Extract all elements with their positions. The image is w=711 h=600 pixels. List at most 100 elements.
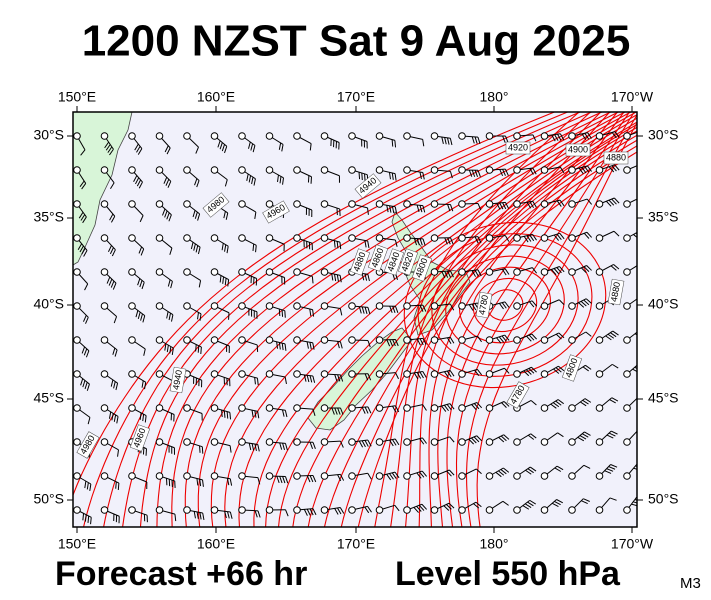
barb-station bbox=[320, 132, 329, 140]
barb-feather bbox=[278, 142, 282, 150]
barb-feather bbox=[367, 207, 369, 215]
barb-feather bbox=[608, 166, 615, 173]
barb-feather bbox=[613, 230, 620, 237]
barb-feather bbox=[309, 342, 312, 350]
barb-station bbox=[73, 302, 81, 310]
barb-station bbox=[348, 404, 356, 412]
barb-feather bbox=[253, 178, 256, 186]
barb-station bbox=[430, 438, 439, 446]
barb-feather bbox=[449, 138, 453, 146]
barb-feather bbox=[558, 365, 565, 372]
barb-feather bbox=[584, 132, 590, 140]
barb-feather bbox=[140, 248, 145, 256]
lon-label-top: 170°E bbox=[337, 89, 375, 105]
barb-station bbox=[431, 541, 438, 548]
barb-feather bbox=[367, 307, 371, 315]
barb-feather bbox=[197, 213, 201, 221]
barb-feather bbox=[337, 507, 342, 515]
barb-feather bbox=[581, 133, 587, 140]
barb-feather bbox=[139, 280, 143, 288]
barb-feather bbox=[257, 411, 260, 419]
contour-label-box bbox=[607, 278, 625, 306]
barb-feather bbox=[87, 417, 91, 425]
barb-feather bbox=[367, 406, 372, 414]
barb-feather bbox=[446, 404, 452, 411]
barb-feather bbox=[306, 341, 309, 349]
barb-feather bbox=[169, 346, 172, 354]
barb-station bbox=[375, 438, 384, 446]
barb-station bbox=[595, 302, 604, 310]
barb-station bbox=[595, 472, 604, 480]
barb-feather bbox=[395, 539, 400, 544]
barb-feather bbox=[471, 270, 476, 277]
lon-label-bottom: 150°E bbox=[58, 536, 96, 552]
barb-station bbox=[100, 234, 109, 242]
barb-feather bbox=[331, 407, 335, 415]
barb-feather bbox=[500, 435, 507, 442]
barb-feather bbox=[582, 366, 589, 372]
barb-station bbox=[73, 472, 81, 480]
barb-station bbox=[540, 268, 549, 276]
barb-feather bbox=[339, 474, 345, 481]
barb-station bbox=[348, 166, 356, 174]
barb-station bbox=[73, 438, 81, 446]
barb-feather bbox=[336, 274, 339, 282]
barb-station bbox=[458, 472, 466, 480]
barb-feather bbox=[137, 312, 141, 320]
barb-feather bbox=[526, 335, 532, 342]
barb-feather bbox=[607, 333, 615, 339]
contour-line bbox=[253, 121, 637, 527]
barb-station bbox=[375, 472, 384, 480]
barb-station bbox=[568, 336, 576, 344]
contour-label: 4800 bbox=[411, 254, 433, 282]
barb-feather bbox=[640, 297, 646, 301]
barb-station bbox=[458, 370, 466, 378]
barb-feather bbox=[614, 131, 620, 138]
barb-feather bbox=[115, 383, 119, 391]
barb-feather bbox=[446, 470, 452, 477]
barb-station bbox=[100, 404, 109, 412]
barb-feather bbox=[221, 243, 224, 251]
barb-station bbox=[266, 541, 273, 548]
barb-feather bbox=[523, 236, 529, 243]
barb-feather bbox=[578, 302, 585, 308]
barb-feather bbox=[581, 534, 588, 536]
barb-feather bbox=[248, 443, 252, 451]
barb-feather bbox=[277, 174, 279, 182]
barb-station bbox=[568, 302, 576, 310]
barb-station bbox=[485, 438, 494, 446]
barb-feather bbox=[364, 173, 366, 181]
barb-feather bbox=[386, 205, 389, 213]
barb-feather bbox=[504, 202, 510, 209]
wind-barbs bbox=[73, 131, 646, 548]
barb-feather bbox=[579, 536, 586, 538]
barb-feather bbox=[226, 411, 229, 419]
contour-label: 4800 bbox=[561, 354, 583, 382]
barb-feather bbox=[361, 172, 363, 181]
barb-station bbox=[404, 541, 411, 548]
barb-feather bbox=[558, 299, 565, 306]
barb-feather bbox=[611, 132, 617, 139]
barb-feather bbox=[555, 367, 562, 373]
contour-line bbox=[431, 244, 579, 366]
barb-station bbox=[595, 370, 604, 378]
barb-feather bbox=[367, 373, 372, 381]
barb-station bbox=[459, 541, 466, 548]
barb-feather bbox=[529, 234, 535, 242]
barb-station bbox=[183, 302, 191, 310]
barb-stem bbox=[270, 543, 286, 544]
barb-feather bbox=[501, 402, 507, 408]
barb-feather bbox=[557, 399, 564, 405]
contour-line bbox=[122, 112, 593, 527]
barb-feather bbox=[112, 347, 116, 355]
barb-station bbox=[265, 506, 274, 514]
barb-feather bbox=[358, 172, 361, 180]
barb-feather bbox=[284, 343, 287, 351]
barb-feather bbox=[80, 378, 84, 386]
contour-line bbox=[445, 255, 565, 355]
barb-station bbox=[100, 438, 109, 446]
barb-feather bbox=[416, 338, 421, 346]
barb-station bbox=[485, 132, 494, 140]
contour-line bbox=[357, 151, 637, 527]
barb-feather bbox=[309, 375, 313, 383]
